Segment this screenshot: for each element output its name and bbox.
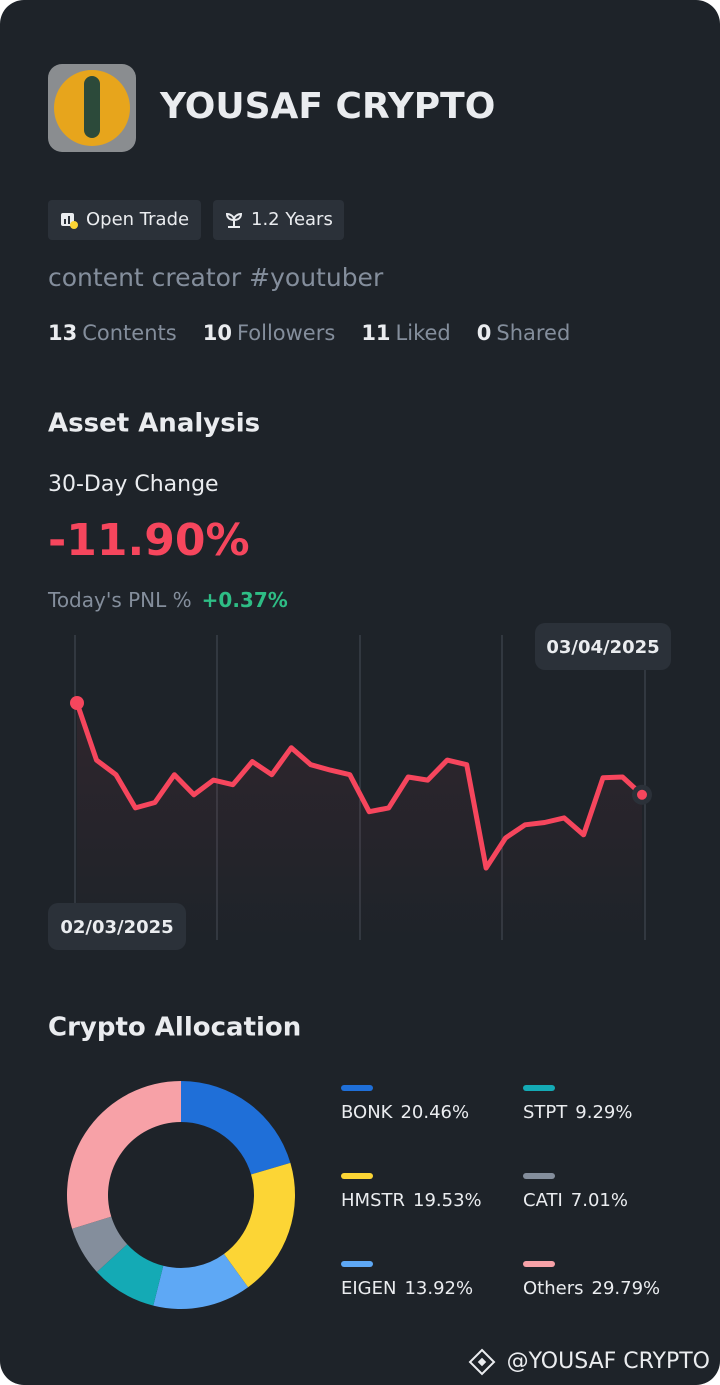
legend-swatch [523, 1261, 555, 1267]
end-date: 03/04/2025 [546, 637, 659, 658]
stat-value: 0 [476, 321, 492, 345]
donut-slice [153, 1254, 249, 1310]
badge-text: 1.2 Years [251, 209, 333, 230]
date-tooltip [535, 623, 671, 670]
stat-label: Contents [82, 321, 177, 345]
legend-label: EIGEN [341, 1278, 396, 1299]
legend-swatch [341, 1085, 373, 1091]
donut-slice [66, 1081, 181, 1229]
donut-slice [181, 1081, 291, 1175]
start-date: 02/03/2025 [60, 917, 173, 938]
stat-value: 11 [361, 321, 391, 345]
donut-slice [72, 1216, 128, 1272]
badge: Open Trade [48, 200, 201, 240]
legend-value: 9.29% [575, 1102, 632, 1123]
footer: @YOUSAF CRYPTO [507, 1349, 710, 1374]
section-title: Asset Analysis [48, 409, 260, 439]
donut-slice [96, 1244, 164, 1306]
legend-swatch [523, 1085, 555, 1091]
stat: 13 Contents [48, 321, 177, 345]
stat-label: Followers [236, 321, 336, 345]
legend-entry: CATI 7.01% [523, 1190, 628, 1211]
legend-label: CATI [523, 1190, 563, 1211]
stat: 10 Followers [203, 321, 336, 345]
stat-label: Liked [395, 321, 451, 345]
legend-entry: HMSTR 19.53% [341, 1190, 482, 1211]
pnl-value: +0.37% [202, 588, 288, 612]
change-value: -11.90% [48, 515, 250, 566]
legend-swatch [341, 1173, 373, 1179]
stats: 13 Contents 10 Followers 11 Liked 0 Shared [48, 321, 570, 345]
legend-label: STPT [523, 1102, 568, 1123]
legend-entry: STPT 9.29% [523, 1102, 632, 1123]
legend-value: 13.92% [404, 1278, 473, 1299]
legend-label: HMSTR [341, 1190, 405, 1211]
stat-value: 10 [202, 321, 232, 345]
stat-value: 13 [48, 321, 78, 345]
bio: content creator #youtuber [48, 263, 384, 292]
start-point [70, 696, 84, 710]
legend-label: Others [523, 1278, 584, 1299]
pnl-title: Today's PNL % +0.37% [47, 588, 288, 612]
legend-entry: Others 29.79% [523, 1278, 660, 1299]
legend-value: 7.01% [571, 1190, 628, 1211]
line-area [77, 703, 642, 940]
date-tooltip [48, 903, 186, 950]
avatar [48, 64, 136, 152]
donut-slice [223, 1162, 295, 1288]
legend-entry: EIGEN 13.92% [341, 1278, 473, 1299]
badge-text: Open Trade [86, 209, 190, 230]
legend-label: BONK [341, 1102, 394, 1123]
change-title: 30-Day Change [48, 472, 219, 497]
section-title: Crypto Allocation [48, 1013, 301, 1043]
footer-logo [468, 1348, 496, 1376]
pnl-title-text: Today's PNL % [47, 588, 192, 612]
badge: 1.2 Years [213, 200, 344, 240]
legend-swatch [341, 1261, 373, 1267]
stat: 11 Liked [361, 321, 450, 345]
stat: 0 Shared [477, 321, 571, 345]
line [74, 700, 645, 871]
legend-value: 29.79% [592, 1278, 661, 1299]
stat-label: Shared [496, 321, 571, 345]
legend-value: 19.53% [413, 1190, 482, 1211]
legend-entry: BONK 20.46% [341, 1102, 469, 1123]
profile-name: YOUSAF CRYPTO [160, 86, 496, 127]
end-point [637, 789, 647, 800]
legend-value: 20.46% [400, 1102, 469, 1123]
legend-swatch [523, 1173, 555, 1179]
